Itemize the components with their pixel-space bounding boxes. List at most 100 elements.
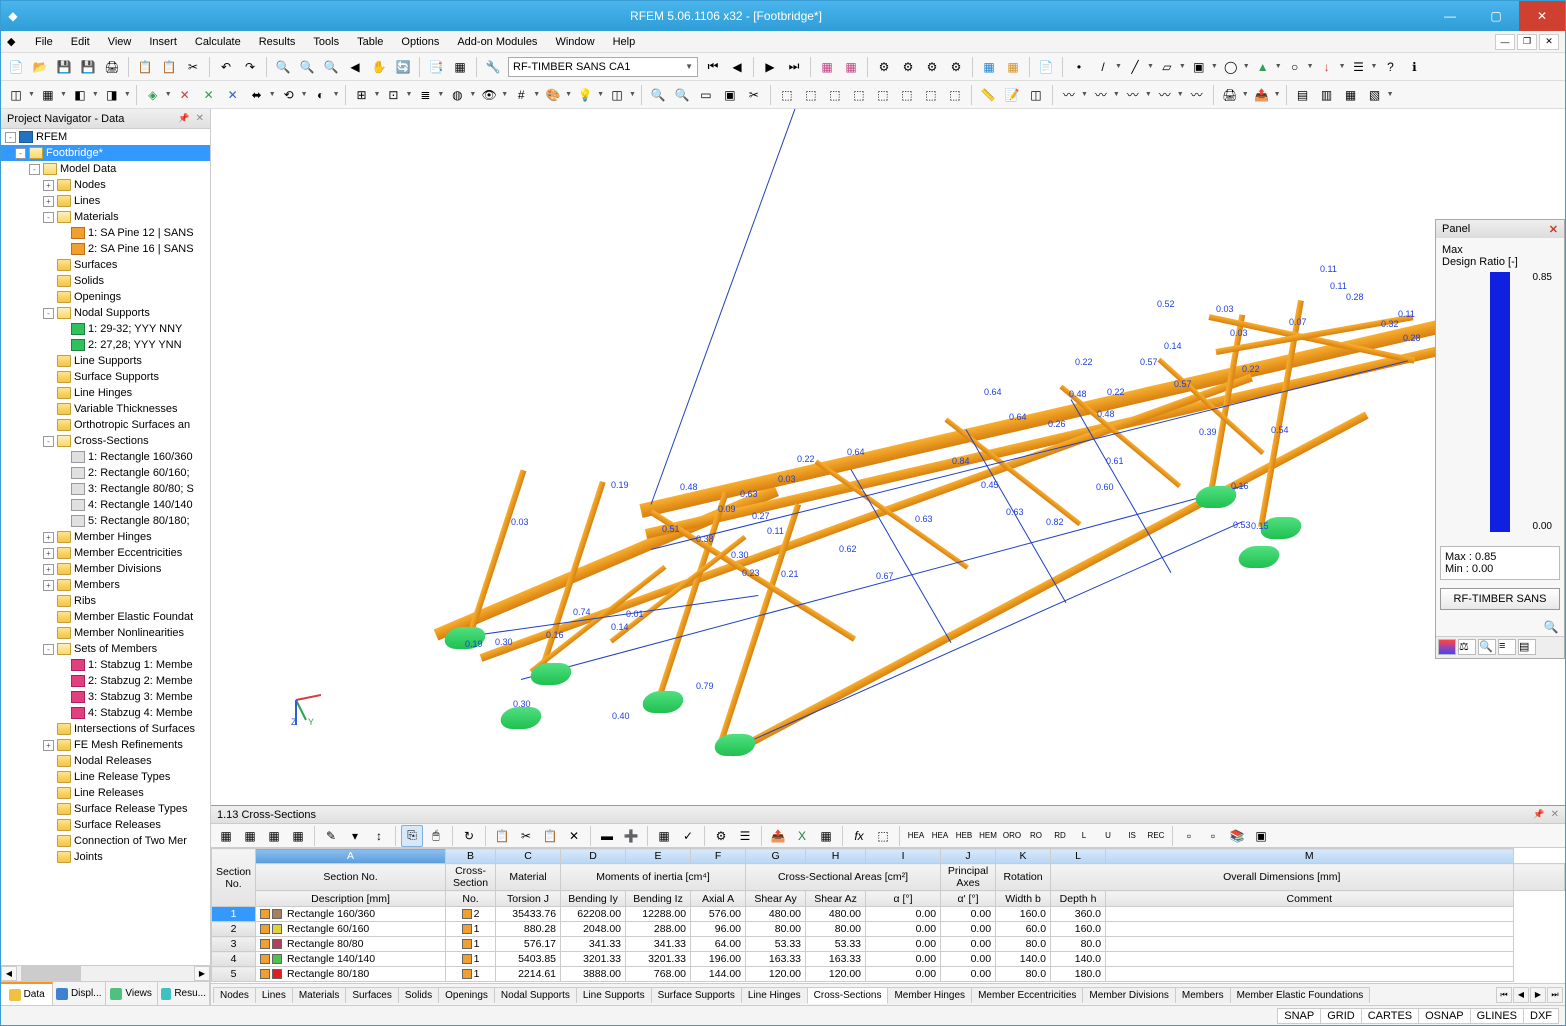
tree-item[interactable]: -Nodal Supports bbox=[1, 305, 210, 321]
table-tab-line-supports[interactable]: Line Supports bbox=[576, 987, 652, 1003]
opening-dropdown[interactable]: ◯▼ bbox=[1220, 56, 1250, 78]
res-3-dropdown[interactable]: 〰▼ bbox=[1122, 84, 1152, 106]
view-dropdown-1[interactable]: ◫▼ bbox=[5, 84, 35, 106]
tbl-copy[interactable]: 📋 bbox=[491, 825, 513, 847]
mdi-close[interactable]: ✕ bbox=[1539, 34, 1559, 50]
nav-tab-data[interactable]: Data bbox=[1, 982, 53, 1005]
tbl-h9[interactable]: U bbox=[1097, 825, 1119, 847]
tree-item[interactable]: Variable Thicknesses bbox=[1, 401, 210, 417]
3dbox-icon[interactable]: ▣ bbox=[719, 84, 741, 106]
nav-tab-views[interactable]: Views bbox=[106, 982, 158, 1005]
member-dropdown[interactable]: ╱▼ bbox=[1124, 56, 1154, 78]
help-icon[interactable]: ? bbox=[1379, 56, 1401, 78]
support-dropdown[interactable]: ▲▼ bbox=[1252, 56, 1282, 78]
panel-tab-2[interactable]: ⚖ bbox=[1458, 639, 1476, 655]
new-icon[interactable]: 📄 bbox=[5, 56, 27, 78]
menu-insert[interactable]: Insert bbox=[141, 34, 185, 50]
tree-item[interactable]: Surface Supports bbox=[1, 369, 210, 385]
3d-viewport[interactable]: X Y Z 0.520.030.030.110.110.280.110.070.… bbox=[211, 109, 1565, 805]
panel-zoom-icon[interactable]: 🔍 bbox=[1540, 616, 1562, 638]
tree-item[interactable]: Member Elastic Foundat bbox=[1, 609, 210, 625]
tbl-hb[interactable]: REC bbox=[1145, 825, 1167, 847]
vis-3-icon[interactable]: ▦ bbox=[1340, 84, 1362, 106]
minimize-button[interactable]: — bbox=[1427, 1, 1473, 31]
tbl-tb-2[interactable]: ▦ bbox=[239, 825, 261, 847]
structural-beam[interactable] bbox=[538, 481, 606, 673]
table-row[interactable]: 4 Rectangle 140/14015403.853201.333201.3… bbox=[212, 952, 1565, 967]
pan-icon[interactable]: ✋ bbox=[368, 56, 390, 78]
text-icon[interactable]: 📝 bbox=[1001, 84, 1023, 106]
tree-item[interactable]: +Member Divisions bbox=[1, 561, 210, 577]
tree-item[interactable]: Line Supports bbox=[1, 353, 210, 369]
tree-item[interactable]: Nodal Releases bbox=[1, 753, 210, 769]
support-pad[interactable] bbox=[498, 707, 544, 729]
redo-icon[interactable]: ↷ bbox=[239, 56, 261, 78]
tbl-3d[interactable]: ▣ bbox=[1250, 825, 1272, 847]
nav-close-icon[interactable]: ✕ bbox=[196, 113, 204, 124]
zoom-in-icon[interactable]: 🔍 bbox=[296, 56, 318, 78]
table-tab-surfaces[interactable]: Surfaces bbox=[345, 987, 398, 1003]
nav-next-icon[interactable]: ▶ bbox=[759, 56, 781, 78]
tbl-units[interactable]: ⚙ bbox=[710, 825, 732, 847]
show-dropdown[interactable]: 👁▼ bbox=[478, 84, 508, 106]
view-dropdown-4[interactable]: ◨▼ bbox=[101, 84, 131, 106]
tree-item[interactable]: +Nodes bbox=[1, 177, 210, 193]
panel-tab-3[interactable]: 🔍 bbox=[1478, 639, 1496, 655]
table-pin-icon[interactable]: 📌 bbox=[1533, 809, 1544, 820]
rotate-icon[interactable]: 🔄 bbox=[392, 56, 414, 78]
box-icon[interactable]: ▭ bbox=[695, 84, 717, 106]
panel-module-button[interactable]: RF-TIMBER SANS bbox=[1440, 588, 1560, 610]
tree-item[interactable]: +Member Hinges bbox=[1, 529, 210, 545]
sel-win-icon[interactable]: ⬚ bbox=[920, 84, 942, 106]
tbl-refresh[interactable]: ↻ bbox=[458, 825, 480, 847]
table-tab-openings[interactable]: Openings bbox=[438, 987, 495, 1003]
tool-c-icon[interactable]: ⚙ bbox=[921, 56, 943, 78]
status-cartes[interactable]: CARTES bbox=[1361, 1008, 1419, 1024]
surface-dropdown[interactable]: ▱▼ bbox=[1156, 56, 1186, 78]
table-tab-materials[interactable]: Materials bbox=[292, 987, 347, 1003]
res-5-icon[interactable]: 〰 bbox=[1186, 84, 1208, 106]
tree-item[interactable]: 2: 27,28; YYY YNN bbox=[1, 337, 210, 353]
report-icon[interactable]: 📄 bbox=[1035, 56, 1057, 78]
sect-icon[interactable]: ◫ bbox=[1025, 84, 1047, 106]
tbl-cs[interactable]: ▫ bbox=[1202, 825, 1224, 847]
menu-help[interactable]: Help bbox=[605, 34, 644, 50]
zoom-sel-icon[interactable]: 🔍 bbox=[671, 84, 693, 106]
menu-view[interactable]: View bbox=[100, 34, 140, 50]
tab-nav-arrow[interactable]: ⏭ bbox=[1547, 987, 1563, 1003]
view-dropdown-3[interactable]: ◧▼ bbox=[69, 84, 99, 106]
undo-icon[interactable]: ↶ bbox=[215, 56, 237, 78]
tool-a-icon[interactable]: ⚙ bbox=[873, 56, 895, 78]
table-row[interactable]: 2 Rectangle 60/1601880.282048.00288.0096… bbox=[212, 922, 1565, 937]
tbl-h8[interactable]: L bbox=[1073, 825, 1095, 847]
navigator-icon[interactable]: 📑 bbox=[425, 56, 447, 78]
info-icon[interactable]: ℹ bbox=[1403, 56, 1425, 78]
save-icon[interactable]: 💾 bbox=[53, 56, 75, 78]
tbl-sel[interactable]: ⬚ bbox=[872, 825, 894, 847]
iso-dropdown[interactable]: ◈▼ bbox=[142, 84, 172, 106]
support-pad[interactable] bbox=[528, 663, 574, 685]
move-dropdown[interactable]: ⬌▼ bbox=[246, 84, 276, 106]
tree-model[interactable]: -Footbridge* bbox=[1, 145, 210, 161]
tool-d-icon[interactable]: ⚙ bbox=[945, 56, 967, 78]
tbl-cut[interactable]: ✂ bbox=[515, 825, 537, 847]
panel-tab-4[interactable]: ≡ bbox=[1498, 639, 1516, 655]
solid-dropdown[interactable]: ▣▼ bbox=[1188, 56, 1218, 78]
tree-item[interactable]: 1: SA Pine 12 | SANS bbox=[1, 225, 210, 241]
load-dropdown[interactable]: ↓▼ bbox=[1316, 56, 1346, 78]
tbl-insrow[interactable]: ➕ bbox=[620, 825, 642, 847]
table-tab-nodes[interactable]: Nodes bbox=[213, 987, 256, 1003]
open-icon[interactable]: 📂 bbox=[29, 56, 51, 78]
layer-dropdown[interactable]: ≣▼ bbox=[414, 84, 444, 106]
support-pad[interactable] bbox=[712, 734, 758, 756]
tree-item[interactable]: Orthotropic Surfaces an bbox=[1, 417, 210, 433]
tbl-check[interactable]: ✓ bbox=[677, 825, 699, 847]
table-tab-members[interactable]: Members bbox=[1175, 987, 1231, 1003]
pin-icon[interactable]: 📌 bbox=[178, 113, 189, 124]
table-tab-member-hinges[interactable]: Member Hinges bbox=[887, 987, 972, 1003]
tbl-tb-4[interactable]: ▦ bbox=[287, 825, 309, 847]
tree-item[interactable]: Member Nonlinearities bbox=[1, 625, 210, 641]
tbl-lib[interactable]: 📚 bbox=[1226, 825, 1248, 847]
table-tab-lines[interactable]: Lines bbox=[255, 987, 293, 1003]
tbl-export[interactable]: 📤 bbox=[767, 825, 789, 847]
